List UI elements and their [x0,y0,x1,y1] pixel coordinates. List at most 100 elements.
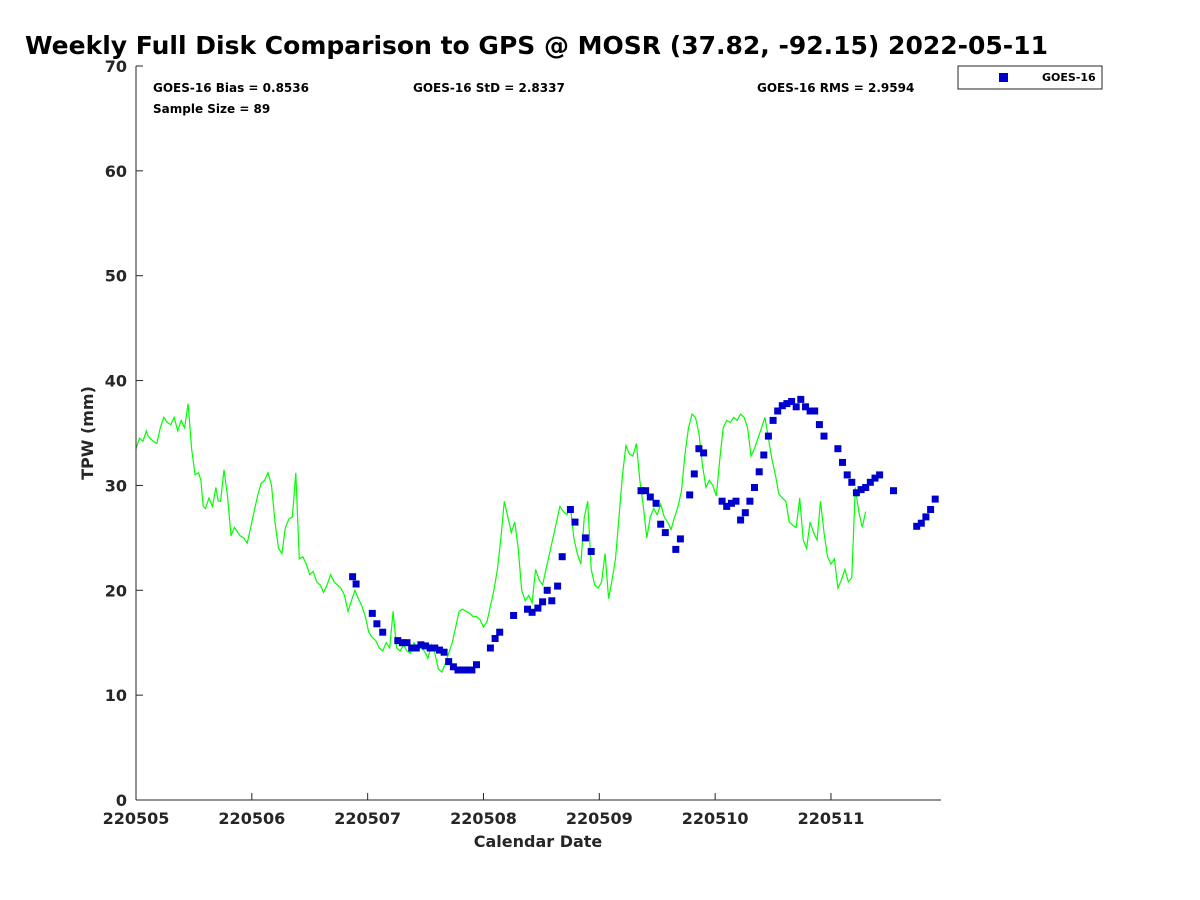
goes-point [764,432,772,440]
y-tick-label: 30 [105,476,127,495]
goes-point [741,509,749,517]
goes-point [352,580,360,588]
goes-point [468,666,476,674]
legend: GOES-16 [957,65,1103,90]
goes-point [403,639,411,647]
goes-point [843,471,851,479]
goes-point [876,471,884,479]
goes-point [548,597,556,605]
stat-std: GOES-16 StD = 2.8337 [413,81,565,95]
x-axis-label: Calendar Date [474,832,603,851]
goes-series [349,395,939,674]
goes-point [797,395,805,403]
goes-point [581,534,589,542]
goes-point [558,553,566,561]
goes-point [473,661,480,669]
goes-point [566,506,574,513]
goes-point [657,520,665,528]
goes-point [510,612,518,619]
goes-point [398,639,406,647]
goes-point [528,608,536,616]
goes-point [417,641,425,649]
y-tick-label: 0 [116,791,127,810]
goes-point [871,474,879,482]
goes-point [778,402,786,410]
goes-point [792,403,800,411]
x-tick-label: 220508 [450,809,517,828]
stat-bias: GOES-16 Bias = 0.8536 [153,81,309,95]
goes-point [811,407,819,415]
y-tick-label: 50 [105,267,127,286]
goes-point [700,449,708,457]
legend-box [957,65,1103,90]
goes-point [368,609,376,617]
x-tick-label: 220506 [218,809,285,828]
goes-point [587,548,595,555]
goes-point [652,499,660,507]
goes-point [852,489,860,497]
goes-point [760,451,768,459]
goes-point [774,407,782,415]
goes-point [408,644,416,652]
goes-point [454,666,462,674]
goes-point [422,642,430,650]
y-tick-label: 70 [105,57,127,76]
goes-point [917,519,925,527]
gps-line [135,403,867,674]
goes-point [862,484,870,491]
goes-point [788,398,796,405]
goes-point [491,635,499,642]
gps-series [135,403,867,674]
goes-point [637,487,645,495]
goes-point [543,586,551,594]
y-tick-label: 10 [105,686,127,705]
goes-point [927,506,935,513]
goes-point [661,529,669,537]
goes-point [890,487,897,495]
goes-point [783,400,791,408]
goes-point [431,644,439,652]
goes-point [554,582,562,590]
goes-point [373,620,381,628]
goes-point [802,403,809,411]
goes-point [866,478,874,486]
goes-point [440,648,448,656]
goes-point [857,486,865,494]
goes-point [848,478,856,486]
plot-area [136,66,941,800]
goes-point [349,573,357,581]
goes-point [815,421,823,429]
goes-point [732,497,740,505]
x-tick-label: 220510 [682,809,749,828]
y-ticks: 0 10 20 30 40 50 60 70 [105,57,143,810]
legend-marker [999,73,1008,82]
x-tick-label: 220505 [103,809,170,828]
y-tick-label: 60 [105,162,127,181]
goes-point [820,432,828,440]
goes-point [426,644,434,652]
goes-point [449,663,457,671]
goes-point [496,628,504,636]
goes-point [412,644,420,652]
y-tick-label: 40 [105,372,127,391]
goes-point [931,495,939,503]
goes-point [746,497,754,505]
goes-point [834,445,842,453]
stat-sample-size: Sample Size = 89 [153,102,270,116]
goes-point [723,502,731,510]
goes-point [751,484,758,491]
goes-point [463,666,471,674]
goes-point [539,598,547,606]
goes-point [922,513,930,521]
x-ticks: 220505 220506 220507 220508 220509 220510 2205… [103,793,864,828]
stat-rms: GOES-16 RMS = 2.9594 [757,81,914,95]
goes-point [646,493,654,501]
goes-point [436,646,443,654]
goes-point [459,666,467,674]
goes-point [394,637,402,645]
goes-point [737,516,745,524]
goes-point [839,458,846,466]
goes-point [486,644,494,652]
y-axis-label: TPW (mm) [78,386,97,480]
